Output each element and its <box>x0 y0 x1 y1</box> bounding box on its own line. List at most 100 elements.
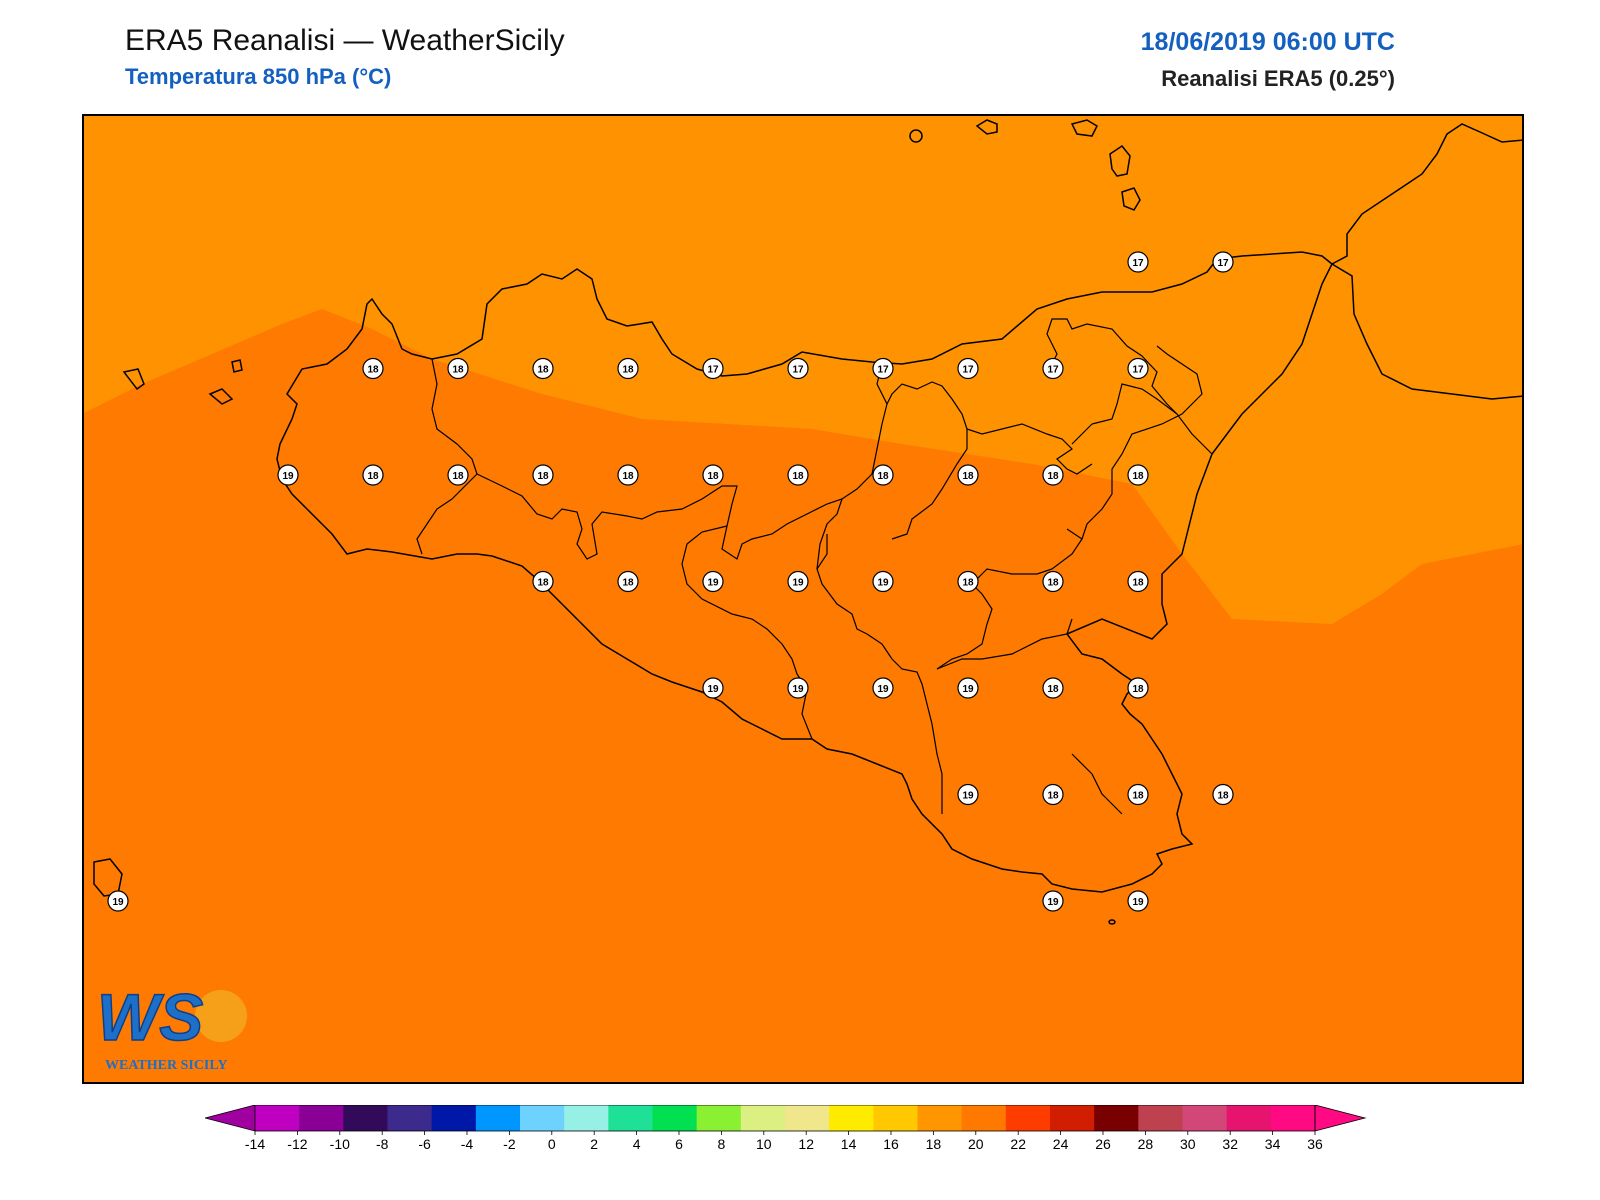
station-value: 17 <box>1132 365 1144 376</box>
station-marker <box>702 570 724 593</box>
colorbar-segment <box>1226 1105 1272 1131</box>
station-value: 18 <box>622 578 634 589</box>
station-value: 18 <box>1132 578 1144 589</box>
logo-sun <box>195 990 247 1042</box>
weathersicily-logo: WS WEATHER SICILY <box>96 980 247 1073</box>
station-value: 19 <box>1047 897 1059 908</box>
colorbar-tick-label: 20 <box>968 1136 984 1152</box>
station-value: 18 <box>537 578 549 589</box>
colorbar-segment <box>696 1105 742 1131</box>
station-value: 17 <box>1132 258 1144 269</box>
colorbar-segment <box>1094 1105 1139 1131</box>
colorbar-tick-label: -6 <box>418 1136 431 1152</box>
station-marker <box>532 570 554 593</box>
station-marker <box>1127 783 1149 806</box>
colorbar-tick-label: 36 <box>1307 1136 1323 1152</box>
colorbar-segment <box>1270 1105 1316 1131</box>
station-marker <box>1127 464 1149 486</box>
logo-letters: WS <box>97 980 203 1054</box>
map-subtitle: Temperatura 850 hPa (°C) <box>125 64 392 89</box>
colorbar-tick-label: 24 <box>1053 1136 1069 1152</box>
map-source: Reanalisi ERA5 (0.25°) <box>1161 66 1395 91</box>
colorbar-frame <box>254 1105 1316 1132</box>
colorbar-segment <box>740 1105 786 1131</box>
colorbar-segment <box>1005 1105 1051 1131</box>
station-value: 19 <box>962 684 974 695</box>
station-value: 19 <box>112 897 124 908</box>
station-marker <box>1042 677 1064 699</box>
station-value: 18 <box>1047 471 1059 482</box>
map-datetime: 18/06/2019 06:00 UTC <box>1140 28 1395 56</box>
station-value: 18 <box>962 471 974 482</box>
colorbar-tick-label: 2 <box>590 1136 598 1152</box>
station-value: 19 <box>877 684 889 695</box>
temperature-map: 18 18 18 18 17 17 17 17 17 17 17 17 19 18 18 18 18 18 18 18… <box>82 114 1524 1084</box>
colorbar-tick-label: 34 <box>1265 1136 1281 1152</box>
colorbar-segment <box>431 1105 477 1131</box>
colorbar-segment <box>564 1105 609 1131</box>
station-marker <box>1127 890 1149 912</box>
station-value: 19 <box>877 578 889 589</box>
station-value: 18 <box>1132 791 1144 802</box>
coastlines <box>93 119 1524 925</box>
station-value: 19 <box>792 578 804 589</box>
station-marker <box>957 783 979 806</box>
station-value: 18 <box>452 471 464 482</box>
station-value: 19 <box>1132 897 1144 908</box>
colorbar-segment <box>255 1105 300 1131</box>
station-marker <box>1127 251 1149 273</box>
station-marker <box>702 357 724 380</box>
colorbar: -14 -12 -10 -8 -6 -4 -2 0 2 4 6 8 10 12 14 16 18 20 22 24 26… <box>205 1105 1367 1152</box>
station-marker <box>1042 890 1064 912</box>
colorbar-segment <box>1182 1105 1228 1131</box>
station-value: 18 <box>707 471 719 482</box>
station-value: 18 <box>452 365 464 376</box>
colorbar-segment <box>1138 1105 1183 1131</box>
colorbar-segment <box>652 1105 698 1131</box>
station-marker <box>532 464 554 486</box>
station-value: 17 <box>707 365 719 376</box>
map-frame <box>82 114 1524 1084</box>
colorbar-tick-label: 28 <box>1138 1136 1154 1152</box>
colorbar-tick-label: 4 <box>633 1136 641 1152</box>
station-marker <box>1042 783 1064 806</box>
station-marker <box>787 357 809 380</box>
station-marker <box>787 570 809 593</box>
logo-text: WEATHER SICILY <box>105 1058 228 1073</box>
colorbar-segment <box>917 1105 963 1131</box>
station-markers: 18 18 18 18 17 17 17 17 17 17 17 17 19 18 18 18 18 18 18 18… <box>107 251 1234 912</box>
station-marker <box>787 677 809 699</box>
colorbar-tick-label: 12 <box>798 1136 814 1152</box>
station-marker <box>1212 251 1234 273</box>
station-value: 17 <box>877 365 889 376</box>
map-title: ERA5 Reanalisi — WeatherSicily <box>125 24 565 57</box>
station-marker <box>1212 783 1234 806</box>
station-marker <box>1127 677 1149 699</box>
station-marker <box>1042 570 1064 593</box>
station-value: 18 <box>1217 791 1229 802</box>
colorbar-tick-label: -8 <box>376 1136 389 1152</box>
station-value: 18 <box>1047 684 1059 695</box>
colorbar-tick-label: 30 <box>1180 1136 1196 1152</box>
colorbar-segment <box>1050 1105 1095 1131</box>
colorbar-segment <box>299 1105 344 1131</box>
station-marker <box>872 357 894 380</box>
colorbar-tick-label: 10 <box>756 1136 772 1152</box>
colorbar-tick-label: 22 <box>1010 1136 1026 1152</box>
station-marker <box>362 464 384 486</box>
colorbar-tick-label: 8 <box>718 1136 726 1152</box>
station-value: 18 <box>1132 471 1144 482</box>
station-marker <box>617 357 639 380</box>
station-value: 18 <box>962 578 974 589</box>
colorbar-tick-label: 26 <box>1095 1136 1111 1152</box>
colorbar-tick-label: 14 <box>841 1136 857 1152</box>
colorbar-segment <box>873 1105 918 1131</box>
station-value: 19 <box>707 684 719 695</box>
station-marker <box>957 357 979 380</box>
colorbar-tick-label: -12 <box>287 1136 307 1152</box>
colorbar-tick-label: 18 <box>926 1136 942 1152</box>
station-value: 17 <box>792 365 804 376</box>
station-marker <box>872 677 894 699</box>
station-marker <box>617 464 639 486</box>
station-value: 18 <box>367 471 379 482</box>
